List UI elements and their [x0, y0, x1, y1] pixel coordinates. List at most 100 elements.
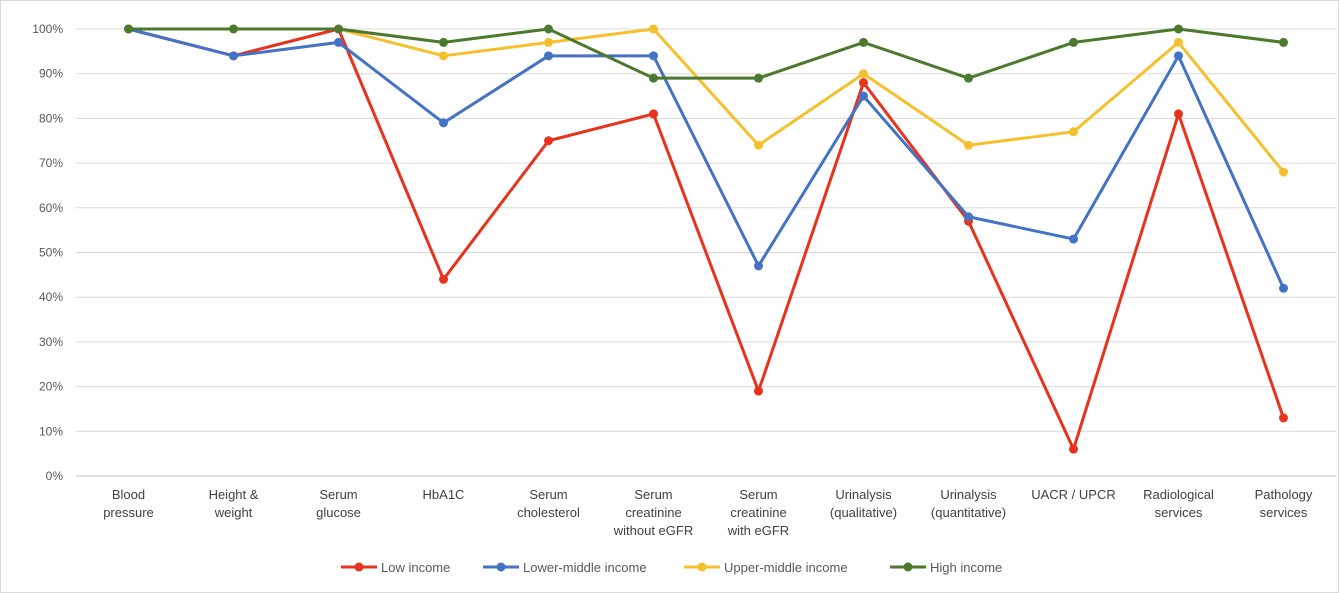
- data-point: [1174, 37, 1183, 47]
- x-category-label-line: Radiological: [1143, 487, 1214, 502]
- series-line: [128, 27, 1284, 80]
- x-category-label-line: Urinalysis: [835, 487, 892, 502]
- x-category-label: Serum glucose: [316, 487, 361, 520]
- data-point: [124, 24, 133, 34]
- data-point: [859, 37, 868, 47]
- x-category-label-line: Pathology: [1255, 487, 1313, 502]
- data-point: [1279, 167, 1288, 177]
- data-point: [1069, 37, 1078, 47]
- legend-label: Lower-middle income: [523, 560, 647, 575]
- y-tick-label: 30%: [39, 335, 63, 349]
- legend-swatch-marker: [354, 562, 364, 572]
- legend-item: Low income: [341, 560, 450, 575]
- data-point: [964, 140, 973, 150]
- data-point: [229, 51, 238, 61]
- data-point: [649, 73, 658, 83]
- data-point: [1069, 444, 1078, 454]
- legend-label: Low income: [381, 560, 450, 575]
- legend-label: High income: [930, 560, 1002, 575]
- x-category-label: Pathology services: [1255, 487, 1313, 520]
- x-category-label: Blood pressure: [103, 487, 154, 520]
- y-tick-label: 20%: [39, 380, 63, 394]
- x-category-label: Urinalysis (quantitative): [931, 487, 1006, 520]
- data-point: [649, 24, 658, 34]
- legend-label: Upper-middle income: [724, 560, 848, 575]
- y-tick-label: 40%: [39, 290, 63, 304]
- y-tick-label: 10%: [39, 424, 63, 438]
- data-point: [859, 91, 868, 101]
- y-tick-label: 50%: [39, 246, 63, 260]
- x-category-label: Urinalysis (qualitative): [830, 487, 897, 520]
- y-tick-label: 90%: [39, 67, 63, 81]
- data-point: [649, 109, 658, 119]
- data-point: [754, 73, 763, 83]
- x-category-label-line: (quantitative): [931, 505, 1006, 520]
- data-point: [544, 136, 553, 146]
- x-category-label-line: Urinalysis: [940, 487, 997, 502]
- data-point: [439, 118, 448, 128]
- data-point: [1069, 127, 1078, 137]
- x-category-label-line: without eGFR: [613, 523, 693, 538]
- legend-item: High income: [890, 560, 1002, 575]
- legend-item: Upper-middle income: [684, 560, 848, 575]
- series-line: [128, 27, 1285, 451]
- data-point: [544, 24, 553, 34]
- data-point: [649, 51, 658, 61]
- data-point: [439, 51, 448, 61]
- x-category-label-line: HbA1C: [423, 487, 465, 502]
- data-point: [1174, 109, 1183, 119]
- data-point: [754, 140, 763, 150]
- data-point: [754, 386, 763, 396]
- x-category-label-line: services: [1260, 505, 1308, 520]
- series-line: [128, 27, 1285, 173]
- y-tick-label: 80%: [39, 111, 63, 125]
- y-tick-label: 60%: [39, 201, 63, 215]
- x-category-label: HbA1C: [423, 487, 465, 502]
- legend-swatch-marker: [697, 562, 707, 572]
- series-high-income: [124, 24, 1288, 83]
- x-category-label-line: Serum: [739, 487, 777, 502]
- x-category-label: Serum creatinine without eGFR: [613, 487, 693, 538]
- x-category-label-line: cholesterol: [517, 505, 580, 520]
- legend-item: Lower-middle income: [483, 560, 647, 575]
- x-category-label-line: weight: [214, 505, 253, 520]
- x-category-label-line: Height &: [209, 487, 259, 502]
- x-category-label-line: Blood: [112, 487, 145, 502]
- x-category-label-line: pressure: [103, 505, 154, 520]
- y-tick-label: 70%: [39, 156, 63, 170]
- data-point: [544, 37, 553, 47]
- data-point: [1279, 283, 1288, 293]
- data-point: [1279, 413, 1288, 423]
- x-category-label: Height & weight: [209, 487, 259, 520]
- data-point: [859, 69, 868, 79]
- legend: Low income Lower-middle income Upper-middl…: [341, 560, 1002, 575]
- x-category-label: Radiological services: [1143, 487, 1214, 520]
- y-tick-label: 100%: [32, 22, 63, 36]
- x-category-label-line: creatinine: [625, 505, 681, 520]
- series-line: [128, 27, 1285, 289]
- x-category-label-line: with eGFR: [727, 523, 789, 538]
- data-series: [124, 24, 1288, 454]
- y-tick-label: 0%: [46, 469, 64, 483]
- data-point: [964, 73, 973, 83]
- x-category-label: Serum cholesterol: [517, 487, 580, 520]
- legend-swatch-marker: [496, 562, 506, 572]
- data-point: [439, 37, 448, 47]
- data-point: [859, 78, 868, 88]
- data-point: [439, 274, 448, 284]
- x-category-label-line: Serum: [319, 487, 357, 502]
- x-axis-category-labels: Blood pressure Height & weight Serum glucose H…: [103, 487, 1313, 538]
- x-category-label-line: (qualitative): [830, 505, 897, 520]
- x-category-label-line: services: [1155, 505, 1203, 520]
- x-category-label-line: UACR / UPCR: [1031, 487, 1116, 502]
- data-point: [229, 24, 238, 34]
- series-lower-middle-income: [124, 24, 1288, 293]
- data-point: [334, 37, 343, 47]
- x-category-label: Serum creatinine with eGFR: [727, 487, 789, 538]
- data-point: [754, 261, 763, 271]
- y-axis-tick-labels: 0% 10% 20% 30% 40% 50% 60% 70% 80% 90% 100%: [32, 22, 63, 483]
- x-category-label-line: glucose: [316, 505, 361, 520]
- x-category-label: UACR / UPCR: [1031, 487, 1116, 502]
